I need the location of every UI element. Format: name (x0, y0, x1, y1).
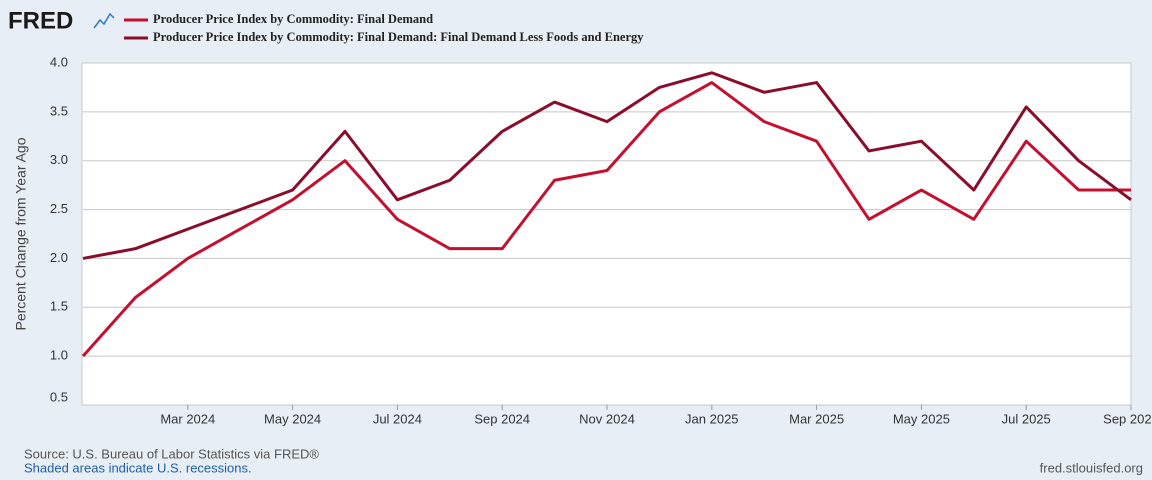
x-tick-label: Jan 2025 (685, 411, 739, 426)
series-line (81, 81, 1131, 358)
series-line (82, 71, 1132, 260)
source: Source: U.S. Bureau of Labor Statistics … (24, 446, 319, 461)
x-tick-label: Mar 2025 (789, 411, 844, 426)
y-axis-title: Percent Change from Year Ago (13, 137, 29, 330)
y-tick-label: 4.0 (50, 54, 68, 69)
x-tick-label: May 2025 (893, 411, 950, 426)
y-tick-label: 3.0 (50, 152, 68, 167)
x-tick-label: Sep 2024 (474, 411, 530, 426)
x-tick-label: May 2024 (264, 411, 321, 426)
note: Shaded areas indicate U.S. recessions. (24, 460, 252, 475)
plot-area (82, 63, 1131, 405)
x-tick-label: Sep 2025 (1103, 411, 1152, 426)
y-tick-label: 1.0 (50, 348, 68, 363)
legend-label: Producer Price Index by Commodity: Final… (153, 30, 644, 44)
x-tick-label: Jul 2024 (373, 411, 422, 426)
legend-label: Producer Price Index by Commodity: Final… (153, 12, 433, 26)
logo-icon (93, 12, 115, 29)
y-tick-label: 2.0 (50, 250, 68, 265)
x-tick-label: Jul 2025 (1002, 411, 1051, 426)
y-tick-label: 2.5 (50, 201, 68, 216)
y-tick-label: 1.5 (50, 299, 68, 314)
x-tick-label: Mar 2024 (160, 411, 215, 426)
website: fred.stlouisfed.org (1040, 460, 1143, 475)
y-tick-label: 3.5 (50, 103, 68, 118)
y-tick-label: 0.5 (50, 389, 68, 404)
x-tick-label: Nov 2024 (579, 411, 635, 426)
logo: FRED (8, 7, 73, 34)
